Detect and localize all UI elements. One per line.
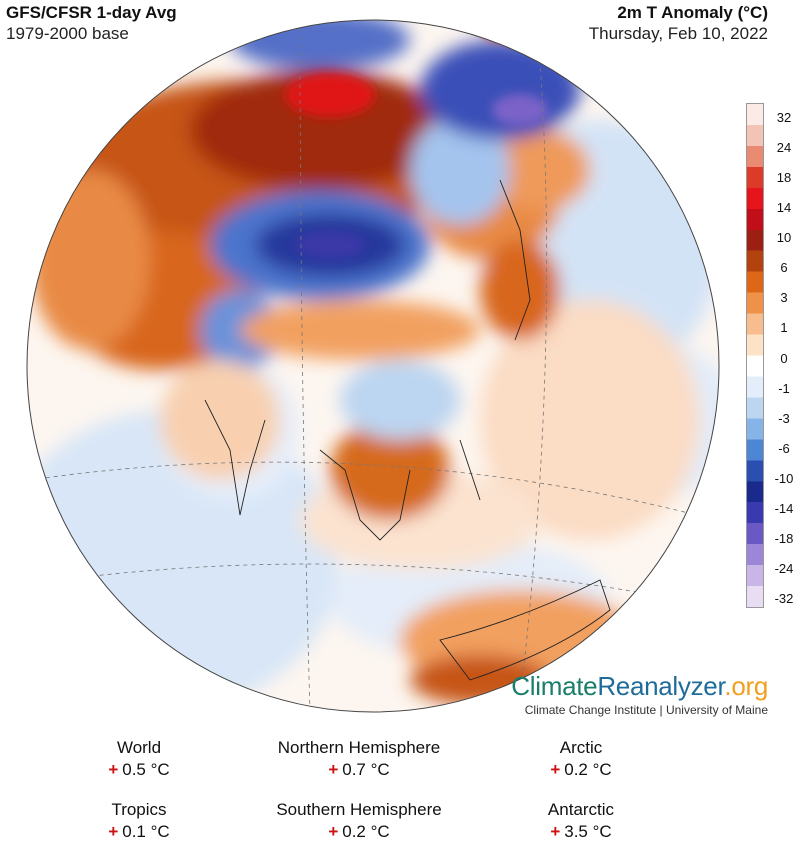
colorbar-tick-label: 6 [780,260,788,276]
colorbar-tick-label: 24 [776,140,792,156]
brand-subtitle: Climate Change Institute | University of… [524,703,768,717]
colorbar-tick-label: -10 [774,470,794,486]
stat-label: Arctic [559,738,603,757]
stat-label: Northern Hemisphere [277,738,441,757]
stat-label: Tropics [111,800,167,819]
stat-tropics: Tropics +0.1 °C [19,799,259,843]
coastlines [204,179,611,681]
map-title: GFS/CFSR 1-day Avg [6,3,177,22]
stat-southern-hemisphere: Southern Hemisphere +0.2 °C [239,799,479,843]
colorbar-tick-label: 3 [780,290,788,306]
brand-part-2: Reanalyzer [597,671,725,701]
stat-sign: + [108,760,119,779]
stat-northern-hemisphere: Northern Hemisphere +0.7 °C [239,737,479,781]
stat-label: Southern Hemisphere [276,800,442,819]
colorbar-tick-label: 1 [780,320,788,336]
baseline-text: 1979-2000 base [6,24,129,43]
stat-value: 0.2 °C [342,822,390,841]
colorbar-tick-label: -1 [778,380,790,396]
stat-label: World [116,738,162,757]
date-text: Thursday, Feb 10, 2022 [588,24,768,43]
stat-world: World +0.5 °C [19,737,259,781]
colorbar [746,103,764,608]
colorbar-tick-label: -14 [774,500,794,516]
stat-value: 0.5 °C [122,760,170,779]
brand-logo: ClimateReanalyzer.org [511,671,768,701]
stat-sign: + [550,760,561,779]
stat-value: 0.1 °C [122,822,170,841]
stat-value: 0.7 °C [342,760,390,779]
stat-sign: + [328,822,339,841]
colorbar-tick-label: -24 [774,560,794,576]
colorbar-tick-label: 10 [776,230,792,246]
colorbar-tick-label: -18 [774,530,794,546]
brand-part-3: .org [724,671,768,701]
stat-antarctic: Antarctic +3.5 °C [461,799,701,843]
colorbar-tick-label: 32 [776,110,792,125]
stat-value: 0.2 °C [564,760,612,779]
globe-outline [26,19,720,713]
stat-arctic: Arctic +0.2 °C [461,737,701,781]
colorbar-tick-label: 18 [776,170,792,186]
stat-sign: + [328,760,339,779]
stat-value: 3.5 °C [564,822,612,841]
stat-label: Antarctic [547,800,615,819]
variable-title: 2m T Anomaly (°C) [617,3,768,22]
stat-sign: + [550,822,561,841]
stat-sign: + [108,822,119,841]
colorbar-tick-label: -3 [778,410,790,426]
colorbar-tick-label: -6 [778,440,790,456]
colorbar-tick-label: 14 [776,200,792,216]
anomaly-field [27,20,719,710]
colorbar-tick-label: -32 [774,591,794,606]
colorbar-tick-label: 0 [780,350,788,366]
graticule [29,20,717,712]
brand-part-1: Climate [511,671,598,701]
